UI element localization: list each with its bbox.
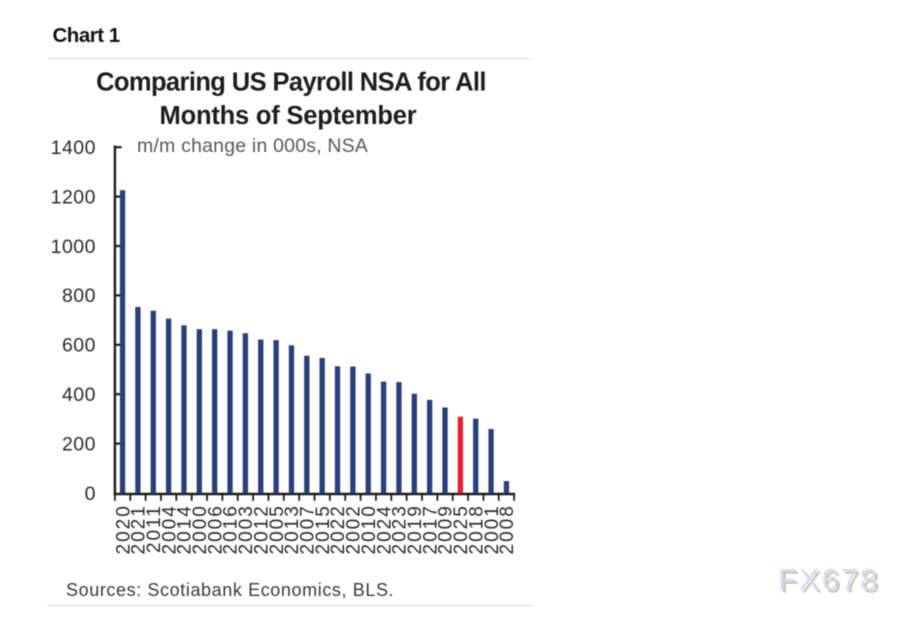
- svg-text:200: 200: [62, 433, 96, 455]
- svg-text:1000: 1000: [51, 236, 96, 258]
- svg-text:2023: 2023: [390, 504, 411, 554]
- svg-text:2019: 2019: [405, 504, 426, 554]
- svg-text:1200: 1200: [51, 186, 96, 208]
- svg-text:2007: 2007: [298, 504, 319, 554]
- svg-text:2025: 2025: [451, 504, 472, 554]
- svg-text:2024: 2024: [374, 504, 395, 554]
- svg-text:2015: 2015: [313, 504, 334, 554]
- svg-text:400: 400: [62, 384, 96, 406]
- svg-text:2014: 2014: [175, 504, 196, 554]
- svg-text:2021: 2021: [129, 504, 150, 554]
- svg-text:2022: 2022: [328, 504, 349, 554]
- svg-text:2017: 2017: [420, 504, 441, 554]
- svg-text:2008: 2008: [497, 504, 518, 554]
- svg-text:Chart 1: Chart 1: [53, 24, 120, 47]
- svg-text:2011: 2011: [144, 504, 165, 553]
- svg-text:FX678: FX678: [778, 562, 879, 597]
- svg-text:2002: 2002: [344, 504, 365, 554]
- svg-text:FX678: FX678: [780, 564, 881, 599]
- svg-text:Comparing US Payroll NSA for A: Comparing US Payroll NSA for All: [96, 69, 486, 97]
- svg-text:2005: 2005: [267, 504, 288, 554]
- svg-text:2000: 2000: [190, 504, 211, 554]
- svg-text:2003: 2003: [236, 504, 257, 554]
- svg-text:2020: 2020: [113, 504, 134, 554]
- svg-text:2013: 2013: [282, 504, 303, 554]
- svg-text:1400: 1400: [51, 137, 96, 159]
- svg-text:2009: 2009: [436, 504, 457, 554]
- svg-text:m/m change in 000s, NSA: m/m change in 000s, NSA: [137, 135, 368, 157]
- svg-text:2010: 2010: [359, 504, 380, 554]
- svg-text:Sources: Scotiabank Economics,: Sources: Scotiabank Economics, BLS.: [66, 580, 394, 600]
- svg-text:800: 800: [62, 285, 96, 307]
- svg-text:2006: 2006: [205, 504, 226, 554]
- svg-text:2004: 2004: [159, 504, 180, 554]
- svg-text:2012: 2012: [251, 504, 272, 554]
- svg-text:Months of September: Months of September: [160, 102, 417, 130]
- svg-text:2001: 2001: [482, 504, 503, 554]
- svg-text:0: 0: [85, 483, 96, 505]
- svg-text:2018: 2018: [466, 504, 487, 554]
- svg-text:2016: 2016: [221, 504, 242, 554]
- svg-text:600: 600: [62, 335, 96, 357]
